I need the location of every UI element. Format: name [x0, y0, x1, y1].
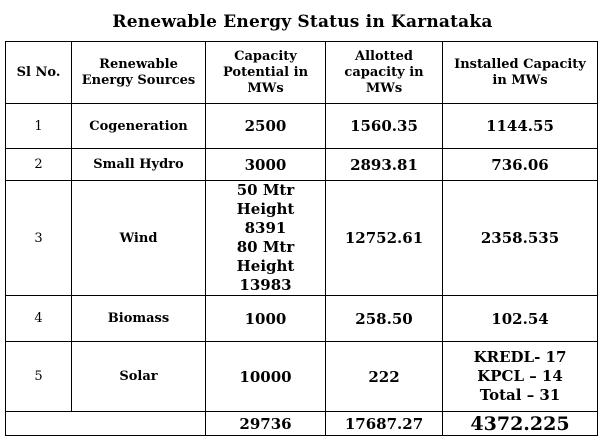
- table-row: 4 Biomass 1000 258.50 102.54: [5, 295, 598, 342]
- table-header-row: Sl No. Renewable Energy Sources Capacity…: [5, 41, 598, 104]
- total-installed-cell: 4372.225: [442, 411, 598, 436]
- sl-no-cell: 2: [5, 148, 72, 181]
- column-header-installed: Installed Capacity in MWs: [442, 41, 598, 104]
- table-row: 5 Solar 10000 222 KREDL- 17 KPCL – 14 To…: [5, 341, 598, 412]
- totals-label-cell: [5, 411, 206, 436]
- column-header-source: Renewable Energy Sources: [71, 41, 206, 104]
- total-allotted-cell: 17687.27: [325, 411, 443, 436]
- installed-cell: 102.54: [442, 295, 598, 342]
- totals-row: 29736 17687.27 4372.225: [5, 411, 598, 436]
- sl-no-cell: 1: [5, 103, 72, 149]
- table-row: 3 Wind 50 Mtr Height 8391 80 Mtr Height …: [5, 180, 598, 296]
- installed-cell: KREDL- 17 KPCL – 14 Total – 31: [442, 341, 598, 412]
- total-potential-cell: 29736: [205, 411, 326, 436]
- installed-line: Total – 31: [479, 386, 561, 404]
- installed-cell: 736.06: [442, 148, 598, 181]
- renewable-energy-table: Sl No. Renewable Energy Sources Capacity…: [5, 41, 598, 436]
- potential-line: 80 Mtr Height: [236, 238, 295, 275]
- allotted-cell: 222: [325, 341, 443, 412]
- installed-line: KREDL- 17: [473, 348, 567, 366]
- sl-no-cell: 4: [5, 295, 72, 342]
- table-row: 2 Small Hydro 3000 2893.81 736.06: [5, 148, 598, 181]
- potential-cell: 50 Mtr Height 8391 80 Mtr Height 13983: [205, 180, 326, 296]
- column-header-allotted: Allotted capacity in MWs: [325, 41, 443, 104]
- allotted-cell: 2893.81: [325, 148, 443, 181]
- source-cell: Cogeneration: [71, 103, 206, 149]
- source-cell: Wind: [71, 180, 206, 296]
- potential-cell: 10000: [205, 341, 326, 412]
- installed-line: KPCL – 14: [477, 367, 563, 385]
- installed-cell: 1144.55: [442, 103, 598, 149]
- allotted-cell: 258.50: [325, 295, 443, 342]
- source-cell: Biomass: [71, 295, 206, 342]
- installed-cell: 2358.535: [442, 180, 598, 296]
- sl-no-cell: 3: [5, 180, 72, 296]
- page-title: Renewable Energy Status in Karnataka: [112, 12, 493, 32]
- column-header-potential: Capacity Potential in MWs: [205, 41, 326, 104]
- table-row: 1 Cogeneration 2500 1560.35 1144.55: [5, 103, 598, 149]
- potential-cell: 1000: [205, 295, 326, 342]
- potential-cell: 2500: [205, 103, 326, 149]
- column-header-sl-no: Sl No.: [5, 41, 72, 104]
- potential-line: 13983: [239, 276, 292, 294]
- potential-cell: 3000: [205, 148, 326, 181]
- source-cell: Solar: [71, 341, 206, 412]
- allotted-cell: 12752.61: [325, 180, 443, 296]
- allotted-cell: 1560.35: [325, 103, 443, 149]
- sl-no-cell: 5: [5, 341, 72, 412]
- potential-line: 8391: [244, 219, 287, 237]
- potential-line: 50 Mtr Height: [236, 181, 295, 218]
- source-cell: Small Hydro: [71, 148, 206, 181]
